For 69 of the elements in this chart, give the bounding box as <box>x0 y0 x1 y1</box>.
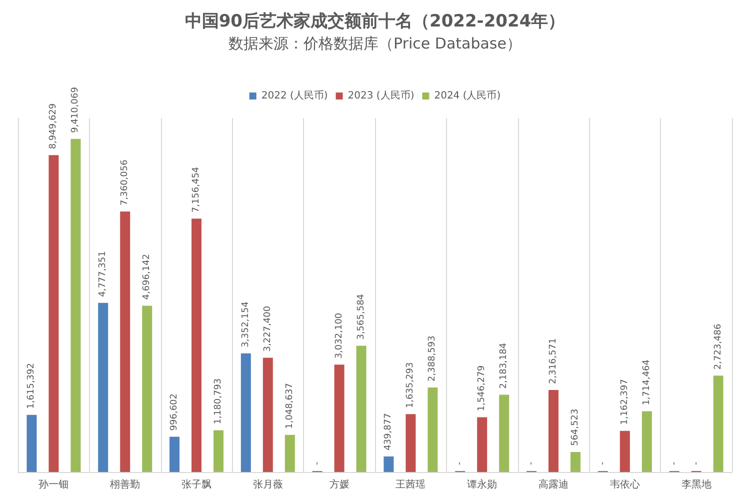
bar <box>262 358 273 472</box>
bar <box>334 364 344 472</box>
x-tick-label: 方媛 <box>329 478 350 490</box>
data-label: 1,546,279 <box>477 365 488 412</box>
data-label: 2,388,593 <box>428 336 438 382</box>
bar <box>384 456 394 472</box>
data-label: 2,723,486 <box>713 324 724 370</box>
legend-label: 2022 (人民币) <box>261 90 328 102</box>
bar <box>70 138 81 472</box>
data-label: - <box>526 462 536 465</box>
data-label: - <box>598 462 608 465</box>
x-tick-label: 韦依心 <box>610 478 640 490</box>
data-label: 1,615,392 <box>26 363 37 409</box>
data-label: 3,227,400 <box>262 306 273 352</box>
bar <box>120 211 130 472</box>
data-label: 3,352,154 <box>240 301 251 348</box>
bar <box>477 417 488 472</box>
bar <box>192 218 202 472</box>
data-label: 996,602 <box>170 394 180 431</box>
x-tick-label: 孙一钿 <box>38 480 69 490</box>
bar <box>48 155 59 472</box>
data-label: 2,316,571 <box>548 338 558 384</box>
x-tick-label: 王茜瑶 <box>396 478 426 490</box>
data-label: 439,877 <box>384 413 394 450</box>
bar <box>98 302 108 472</box>
bar <box>170 436 180 472</box>
bar <box>214 430 224 472</box>
bar <box>570 452 580 472</box>
data-label: 4,777,351 <box>98 251 108 297</box>
data-label: 1,180,793 <box>214 378 224 424</box>
data-label: 1,162,397 <box>620 379 630 425</box>
bar <box>428 387 438 472</box>
data-label: - <box>669 462 680 465</box>
data-label: 7,360,056 <box>120 159 130 206</box>
x-tick-label: 张月薇 <box>252 478 283 490</box>
data-label: 3,565,584 <box>356 294 366 340</box>
x-tick-label: 李黑地 <box>681 478 712 490</box>
data-label: 564,523 <box>570 408 580 446</box>
x-tick-label: 高露迪 <box>538 478 568 490</box>
x-tick-label: 张子飘 <box>182 478 212 490</box>
data-label: - <box>455 462 466 465</box>
data-label: 2,183,184 <box>499 342 510 389</box>
bar <box>284 434 295 472</box>
data-label: 9,410,069 <box>70 86 81 133</box>
data-label: 3,032,100 <box>334 312 344 359</box>
x-tick-label: 谭永勋 <box>467 478 498 490</box>
bar <box>713 376 724 472</box>
x-tick-label: 栩善勤 <box>109 478 140 490</box>
bar <box>26 414 37 472</box>
data-label: 8,949,629 <box>48 103 59 150</box>
bar <box>406 414 416 472</box>
bar <box>620 430 630 472</box>
bar <box>499 394 510 472</box>
chart-subtitle: 数据来源：价格数据库（Price Database） <box>228 34 522 52</box>
data-label: 4,696,142 <box>142 254 152 300</box>
data-label: 1,635,293 <box>406 362 416 408</box>
bar <box>142 306 152 472</box>
bar <box>240 353 251 472</box>
bar <box>642 411 652 472</box>
bar <box>356 346 366 472</box>
data-label: - <box>312 462 322 465</box>
bar <box>548 390 558 472</box>
data-label: 7,156,454 <box>192 166 202 213</box>
data-label: 1,714,464 <box>642 359 652 406</box>
data-label: 1,048,637 <box>284 383 295 429</box>
chart-title: 中国90后艺术家成交额前十名（2022-2024年） <box>184 12 566 32</box>
legend-label: 2024 (人民币) <box>434 90 501 102</box>
data-label: - <box>691 462 702 465</box>
legend-label: 2023 (人民币) <box>348 90 414 102</box>
